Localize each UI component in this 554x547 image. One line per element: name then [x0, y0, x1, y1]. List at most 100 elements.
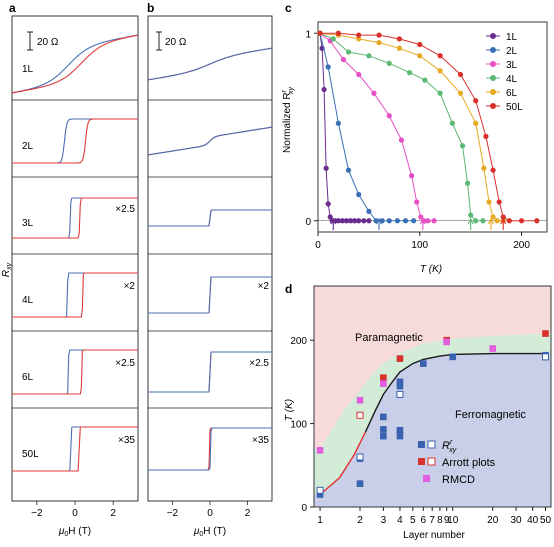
point-Rxy-open [316, 486, 324, 494]
legend-label-main: RMCD [442, 474, 475, 486]
d-x-tick-label: 50 [540, 515, 552, 526]
legend-marker-filled [418, 441, 425, 448]
legend-marker-filled [418, 458, 425, 465]
tc-arrow-1L [330, 217, 337, 230]
point-50L [496, 199, 502, 205]
point-Rxy [449, 353, 457, 361]
loop-a-down-50L [12, 426, 138, 472]
panel-a-ylabel: Rxy [1, 262, 13, 277]
point-50L [437, 53, 443, 59]
point-2L [411, 218, 417, 224]
point-50L [335, 30, 341, 36]
d-x-tick-label: 2 [357, 515, 363, 526]
row-label-3L: 3L [22, 218, 34, 229]
point-2L [335, 120, 341, 126]
panel-label-c: c [285, 1, 292, 15]
legend-label: Rr xy [442, 439, 457, 454]
x-tick-label-a: 0 [72, 508, 78, 519]
point-Rxy [420, 360, 427, 367]
boundary-curve [364, 352, 546, 433]
c-y-tick-label: 1 [305, 29, 311, 40]
tc-arrow-4L [467, 217, 474, 230]
loop-a-down-3L [12, 197, 138, 239]
point-6L [356, 36, 362, 42]
point-1L [347, 218, 354, 224]
panel-c-ylabel: Normalized Rrxy [281, 87, 295, 153]
loop-b-up-50L [148, 427, 272, 471]
d-x-tick-label: 1 [317, 515, 323, 526]
point-6L [490, 214, 496, 220]
region-label-ferromagnetic: Ferromagnetic [455, 409, 526, 421]
d-x-tick-label: 20 [487, 515, 499, 526]
point-Rxy [356, 480, 364, 487]
d-y-tick-label: 0 [301, 503, 307, 514]
loop-b-up-4L [148, 276, 272, 314]
mult-a-3L: ×2.5 [115, 204, 135, 215]
mult-b-6L: ×2.5 [249, 358, 269, 369]
c-y-tick-label: 0 [305, 217, 311, 228]
row-label-1L: 1L [22, 64, 34, 75]
point-2L [325, 64, 331, 70]
point-4L [468, 212, 474, 218]
d-x-tick-label: 30 [511, 515, 523, 526]
legend-marker-open [427, 440, 436, 449]
point-50L [483, 133, 489, 139]
point-50L [376, 32, 382, 38]
mult-b-4L: ×2 [258, 281, 270, 292]
tc-arrow-3L [419, 217, 426, 230]
point-4L [386, 60, 392, 66]
point-Arrott plots [396, 355, 404, 362]
series-line-2L [319, 33, 414, 222]
tc-arrow-50L [500, 217, 507, 230]
point-50L [356, 32, 362, 38]
legend-marker-filled [423, 475, 430, 482]
point-1L [339, 218, 346, 224]
point-50L [473, 98, 479, 104]
point-1L [356, 218, 362, 224]
point-50L [534, 218, 540, 224]
d-x-tick-label: 7 [429, 515, 435, 526]
series-line-6L [319, 32, 504, 222]
point-Arrott plots [542, 330, 549, 337]
point-RMCD [356, 396, 364, 404]
point-1L [366, 218, 372, 224]
point-4L [480, 218, 486, 224]
point-Rxy [380, 432, 387, 440]
point-RMCD [489, 345, 497, 352]
scalebar-b-label: 20 Ω [165, 37, 187, 48]
loop-a-down-1L [11, 34, 139, 94]
mult-b-50L: ×35 [252, 435, 269, 446]
point-Rxy [396, 432, 404, 440]
point-RMCD [380, 380, 387, 387]
point-3L [371, 90, 377, 96]
x-tick-label-b: 0 [207, 508, 213, 519]
row-label-6L: 6L [22, 372, 34, 383]
d-y-tick-label: 200 [290, 336, 307, 347]
point-1L [325, 201, 331, 207]
point-Rxy [380, 413, 387, 421]
point-Arrott plots [380, 374, 387, 382]
d-x-tick-label: 40 [527, 515, 539, 526]
panels-ab-x-axes: −2 0 2 −2 0 2 [31, 501, 251, 519]
point-4L [465, 180, 471, 186]
point-Rxy-open [396, 390, 404, 398]
panel-b-xlabel: μ0H (T) [193, 526, 226, 538]
legend-label-3L: 3L [506, 60, 518, 71]
row-label-2L: 2L [22, 141, 34, 152]
panel-label-d: d [285, 282, 292, 296]
loop-b-up-6L [148, 351, 272, 393]
point-50L [500, 214, 506, 220]
point-3L [409, 173, 415, 179]
x-tick-label-a: −2 [31, 508, 43, 519]
point-6L [494, 218, 500, 224]
point-Rxy [396, 378, 404, 386]
legend-label-main: Arrott plots [442, 457, 496, 469]
x-tick-label-a: 2 [110, 508, 116, 519]
point-50L [317, 30, 323, 36]
point-2L [394, 218, 400, 224]
point-1L [343, 218, 350, 224]
legend-label-sup: r [450, 439, 453, 446]
point-1L [361, 218, 367, 224]
legend-label-50L: 50L [506, 102, 523, 113]
point-4L [473, 218, 479, 224]
